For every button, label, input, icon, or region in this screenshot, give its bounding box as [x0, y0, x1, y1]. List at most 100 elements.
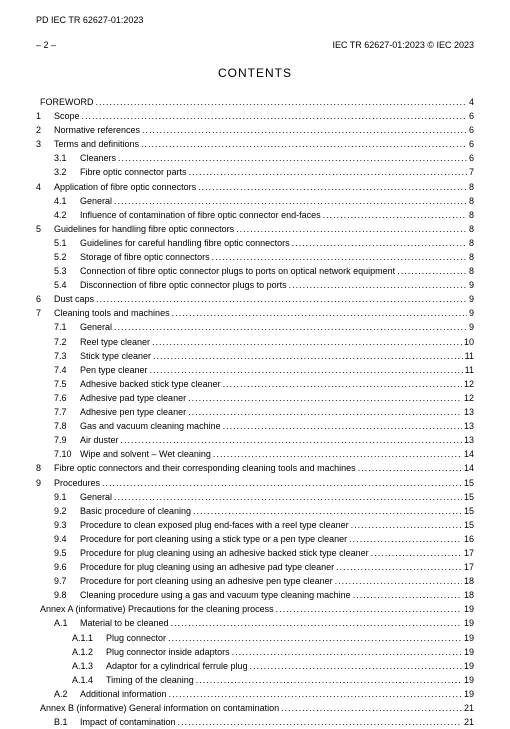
toc-section-number: 7.1 [54, 321, 76, 334]
toc-leader-dots [223, 420, 462, 433]
toc-leader-dots [172, 307, 467, 320]
toc-page-number: 8 [469, 223, 474, 236]
toc-section-title: Application of fibre optic connectors [54, 181, 196, 194]
toc-entry: A.1.2Plug connector inside adaptors19 [36, 646, 474, 659]
toc-page-number: 18 [464, 575, 474, 588]
toc-leader-dots [96, 96, 467, 109]
toc-leader-dots [142, 124, 467, 137]
toc-page-number: 9 [469, 307, 474, 320]
toc-leader-dots [102, 477, 462, 490]
toc-section-number: 7.5 [54, 378, 76, 391]
toc-leader-dots [349, 533, 462, 546]
toc-section-number: 3.1 [54, 152, 76, 165]
toc-section-title: Procedure for port cleaning using a stic… [80, 533, 347, 546]
toc-page-number: 16 [464, 533, 474, 546]
toc-page-number: 17 [464, 561, 474, 574]
toc-entry: 5.2 Storage of fibre optic connectors 8 [36, 251, 474, 264]
toc-leader-dots [169, 688, 462, 701]
toc-section-number: 9.6 [54, 561, 76, 574]
toc-section-number: 7.7 [54, 406, 76, 419]
toc-section-number: 9.7 [54, 575, 76, 588]
toc-section-title: Plug connector [106, 632, 166, 645]
toc-page-number: 9 [469, 279, 474, 292]
toc-leader-dots [198, 181, 467, 194]
toc-entry: 5.1Guidelines for careful handling fibre… [36, 237, 474, 250]
toc-page-number: 8 [469, 251, 474, 264]
toc-leader-dots [212, 251, 467, 264]
toc-section-title: Additional information [80, 688, 167, 701]
toc-entry: 7.7Adhesive pen type cleaner13 [36, 406, 474, 419]
toc-leader-dots [353, 589, 462, 602]
toc-section-title: Procedure for plug cleaning using an adh… [80, 561, 334, 574]
toc-section-title: Basic procedure of cleaning [80, 505, 191, 518]
toc-entry: 9.2Basic procedure of cleaning15 [36, 505, 474, 518]
toc-section-title: Cleaners [80, 152, 116, 165]
toc-leader-dots [121, 434, 462, 447]
toc-section-title: Cleaning procedure using a gas and vacuu… [80, 589, 351, 602]
toc-entry: 7.1General9 [36, 321, 474, 334]
toc-section-title: General [80, 321, 112, 334]
toc-section-number: A.1.4 [72, 674, 102, 687]
toc-page-number: 10 [464, 336, 474, 349]
toc-section-title: Storage of fibre optic connectors [80, 251, 210, 264]
toc-leader-dots [114, 491, 462, 504]
toc-leader-dots [150, 364, 463, 377]
toc-page-number: 15 [464, 477, 474, 490]
toc-leader-dots [213, 448, 462, 461]
toc-entry: 7Cleaning tools and machines9 [36, 307, 474, 320]
toc-section-number: 7.9 [54, 434, 76, 447]
toc-entry: A.2Additional information19 [36, 688, 474, 701]
toc-section-number: 5.2 [54, 251, 76, 264]
toc-leader-dots [223, 378, 462, 391]
toc-entry: A.1.4Timing of the cleaning19 [36, 674, 474, 687]
toc-section-number: A.1 [54, 617, 76, 630]
toc-entry: 9.7 Procedure for port cleaning using an … [36, 575, 474, 588]
toc-entry: 4.2Influence of contamination of fibre o… [36, 209, 474, 222]
toc-page-number: 6 [469, 138, 474, 151]
toc-section-title: Adhesive pen type cleaner [80, 406, 186, 419]
toc-section-number: 8 [36, 462, 50, 475]
toc-page-number: 13 [464, 420, 474, 433]
toc-section-number: 5.3 [54, 265, 76, 278]
toc-entry: 9Procedures15 [36, 477, 474, 490]
toc-entry: A.1.3Adaptor for a cylindrical ferrule p… [36, 660, 474, 673]
toc-entry: 7.6Adhesive pad type cleaner12 [36, 392, 474, 405]
toc-page-number: 9 [469, 293, 474, 306]
toc-page-number: 11 [465, 350, 474, 363]
toc-leader-dots [196, 674, 462, 687]
toc-section-title: Influence of contamination of fibre opti… [80, 209, 321, 222]
toc-section-number: A.1.1 [72, 632, 102, 645]
toc-section-title: Terms and definitions [54, 138, 139, 151]
toc-leader-dots [276, 603, 462, 616]
toc-section-title: Plug connector inside adaptors [106, 646, 230, 659]
toc-entry: 4.1General8 [36, 195, 474, 208]
toc-section-number: 4.1 [54, 195, 76, 208]
toc-leader-dots [114, 195, 467, 208]
toc-entry: 7.10Wipe and solvent – Wet cleaning14 [36, 448, 474, 461]
toc-page-number: 8 [469, 265, 474, 278]
toc-section-number: 9.8 [54, 589, 76, 602]
toc-section-number: 7.6 [54, 392, 76, 405]
toc-leader-dots [141, 138, 467, 151]
toc-page-number: 8 [469, 181, 474, 194]
toc-page-number: 15 [464, 519, 474, 532]
toc-leader-dots [188, 406, 462, 419]
toc-entry: A.1.1Plug connector19 [36, 632, 474, 645]
toc-leader-dots [188, 392, 462, 405]
copyright-notice: IEC TR 62627-01:2023 © IEC 2023 [332, 39, 474, 52]
table-of-contents: FOREWORD41Scope62Normative references63T… [36, 96, 474, 729]
toc-section-number: 7.10 [54, 448, 76, 461]
toc-section-number: 7.8 [54, 420, 76, 433]
toc-section-number: 9.2 [54, 505, 76, 518]
toc-section-number: 3.2 [54, 166, 76, 179]
toc-page-number: 12 [464, 392, 474, 405]
toc-entry: 7.4Pen type cleaner11 [36, 364, 474, 377]
toc-section-title: Procedure for plug cleaning using an adh… [80, 547, 369, 560]
toc-section-title: Procedure for port cleaning using an adh… [80, 575, 333, 588]
toc-leader-dots [236, 223, 467, 236]
toc-leader-dots [335, 575, 462, 588]
toc-section-title: Guidelines for careful handling fibre op… [80, 237, 290, 250]
toc-page-number: 21 [464, 716, 474, 729]
toc-page-number: 11 [465, 364, 474, 377]
toc-section-number: 2 [36, 124, 50, 137]
